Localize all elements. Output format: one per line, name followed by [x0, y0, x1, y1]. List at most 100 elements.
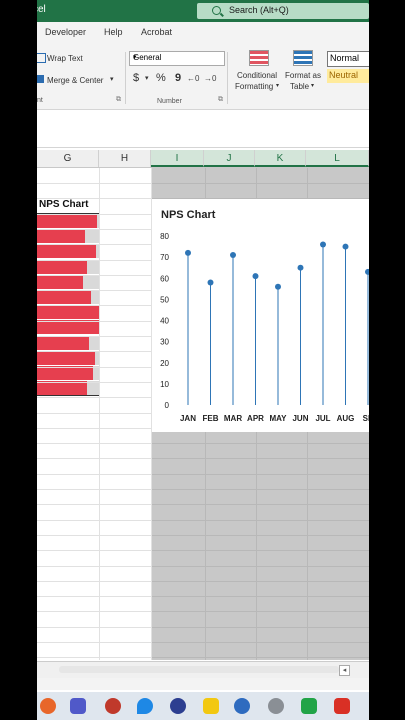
grid-row-line: [152, 489, 369, 490]
column-header-l[interactable]: L: [306, 150, 369, 167]
tab-help[interactable]: Help: [104, 27, 123, 37]
format-as-table-label-2[interactable]: Table: [290, 82, 310, 91]
y-tick-label: 50: [160, 295, 169, 304]
grid-row-line: [37, 458, 151, 459]
conditional-formatting-label-1[interactable]: Conditional: [237, 71, 278, 80]
grid-row-line: [37, 214, 151, 215]
tab-developer[interactable]: Developer: [45, 27, 87, 37]
format-as-table-label-1[interactable]: Format as: [285, 71, 322, 80]
chart-plot: 0 10 20 30 40 50 60 70 80 JAN FEB MAR APR MAY JUN JUL AU…: [160, 232, 369, 423]
tab-acrobat[interactable]: Acrobat: [141, 27, 173, 37]
cell-style-neutral[interactable]: Neutral: [327, 69, 369, 83]
grid-row-line: [37, 474, 151, 475]
column-header-g[interactable]: G: [37, 150, 99, 167]
grid-row-line: [152, 520, 369, 521]
taskbar: [37, 692, 369, 720]
search-placeholder: Search (Alt+Q): [229, 5, 289, 15]
data-point[interactable]: [185, 249, 191, 256]
grid-row-line: [37, 520, 151, 521]
x-tick-label: MAY: [269, 414, 287, 423]
percent-button[interactable]: %: [156, 72, 166, 84]
scroll-left-arrow-icon[interactable]: ◂: [339, 665, 350, 676]
vpn-icon[interactable]: [170, 698, 186, 714]
grid-row-line: [37, 305, 151, 306]
column-header-h[interactable]: H: [99, 150, 151, 167]
grid-row-line: [37, 611, 151, 612]
horizontal-scrollbar[interactable]: ◂: [37, 661, 369, 678]
data-point[interactable]: [252, 273, 259, 280]
chart-title: NPS Chart: [161, 209, 216, 221]
droplet-icon[interactable]: [137, 698, 153, 714]
column-header-i[interactable]: I: [151, 150, 204, 167]
status-bar: [37, 678, 369, 690]
mini-chart-title[interactable]: NPS Chart: [37, 198, 99, 214]
grid-row-line: [37, 642, 151, 643]
paint-icon[interactable]: [105, 698, 121, 714]
wrap-text-button[interactable]: Wrap Text: [47, 54, 83, 63]
conditional-formatting-label-2[interactable]: Formatting: [235, 82, 274, 91]
dialog-launcher-icon[interactable]: ⧉: [218, 96, 223, 103]
grid-row-line: [152, 504, 369, 505]
grid-row-line: [37, 275, 151, 276]
increase-decimal-icon[interactable]: ←0: [187, 74, 200, 83]
chevron-down-icon[interactable]: ▾: [311, 83, 315, 89]
x-tick-label: JUL: [315, 414, 330, 423]
grid-row-line: [37, 336, 151, 337]
grid-row-line: [37, 657, 151, 658]
search-icon: [212, 6, 221, 15]
grid-row-line: [37, 504, 151, 505]
mini-bar: [37, 335, 90, 350]
number-format-select[interactable]: General ▾: [129, 51, 225, 66]
sigma-icon[interactable]: [234, 698, 250, 714]
grid-row-line: [37, 198, 151, 199]
data-point[interactable]: [230, 252, 236, 259]
column-header-k[interactable]: K: [255, 150, 306, 167]
chevron-down-icon: ▾: [133, 54, 137, 61]
camtasia-red-icon[interactable]: [334, 698, 350, 714]
grid-row-line: [152, 627, 369, 628]
data-point[interactable]: [207, 279, 214, 286]
data-point[interactable]: [365, 268, 369, 275]
mini-bar-row: [37, 350, 99, 365]
grid-row-line: [37, 244, 151, 245]
nps-chart[interactable]: NPS Chart 0 10 20 30 40 50 60 70 80 JAN FEB MAR APR M…: [152, 199, 369, 432]
data-point[interactable]: [297, 264, 304, 271]
mini-bar-row: [37, 290, 99, 304]
chevron-down-icon[interactable]: ▾: [145, 75, 149, 82]
mini-bar: [37, 366, 94, 380]
teams-icon[interactable]: [70, 698, 86, 714]
grid-row-line: [37, 596, 151, 597]
data-point[interactable]: [320, 241, 326, 248]
data-point[interactable]: [342, 243, 349, 250]
mini-bar-row: [37, 229, 99, 244]
grid-row-line: [152, 474, 369, 475]
dialog-launcher-icon[interactable]: ⧉: [116, 96, 121, 103]
mini-bar: [37, 229, 85, 244]
comma-style-button[interactable]: 9: [175, 72, 182, 84]
x-tick-label: SE: [363, 414, 369, 423]
grid-row-line: [152, 535, 369, 536]
data-point[interactable]: [275, 283, 281, 290]
mini-bar-row: [37, 305, 99, 320]
decrease-decimal-icon[interactable]: →0: [204, 74, 217, 83]
column-header-j[interactable]: J: [204, 150, 255, 167]
scrollbar-track[interactable]: [59, 666, 339, 673]
webcam-icon[interactable]: [268, 698, 284, 714]
chevron-down-icon[interactable]: ▾: [110, 76, 114, 83]
mini-bar-table[interactable]: [37, 214, 99, 396]
number-group-label: Number: [157, 98, 182, 105]
grid-row-line: [152, 657, 369, 658]
grid-row-line: [37, 321, 151, 322]
grid-row-line: [152, 581, 369, 582]
cell-style-normal[interactable]: Normal: [327, 51, 369, 67]
camtasia-green-icon[interactable]: [301, 698, 317, 714]
chevron-down-icon[interactable]: ▾: [276, 83, 280, 89]
power-bi-icon[interactable]: [203, 698, 219, 714]
search-box[interactable]: Search (Alt+Q): [197, 3, 369, 19]
currency-button[interactable]: $: [133, 72, 140, 84]
firefox-icon[interactable]: [40, 698, 56, 714]
merge-center-button[interactable]: Merge & Center: [47, 76, 104, 85]
mini-bar-row: [37, 381, 99, 396]
merge-center-icon: [37, 75, 44, 83]
y-tick-label: 0: [165, 401, 170, 410]
